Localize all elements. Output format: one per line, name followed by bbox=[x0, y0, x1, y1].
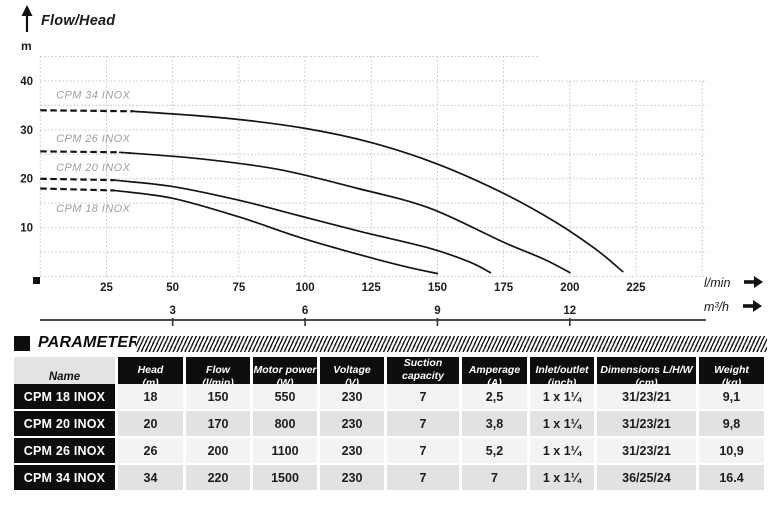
secondary-tick-label: 9 bbox=[434, 305, 440, 317]
hatch-stripe-band bbox=[136, 336, 767, 352]
data-cell: 7 bbox=[387, 465, 459, 490]
data-cell: 31/23/21 bbox=[597, 384, 696, 409]
data-cell: 550 bbox=[253, 384, 317, 409]
data-cell: 1 x 1¼ bbox=[530, 411, 594, 436]
x-tick-label: 225 bbox=[626, 282, 646, 294]
curve-label: CPM 26 INOX bbox=[56, 133, 130, 145]
data-cell: 34 bbox=[118, 465, 183, 490]
x-axis-unit-secondary: m³/h bbox=[704, 300, 762, 315]
data-cell: 7 bbox=[387, 438, 459, 463]
x-axis-unit-primary: l/min bbox=[704, 276, 764, 291]
data-cell: 31/23/21 bbox=[597, 411, 696, 436]
data-cell: 230 bbox=[320, 384, 384, 409]
data-cell: 150 bbox=[186, 384, 250, 409]
up-arrow-icon bbox=[21, 5, 33, 32]
row-name-cell: CPM 18 INOX bbox=[14, 384, 115, 409]
row-name-cell: CPM 26 INOX bbox=[14, 438, 115, 463]
x-tick-label: 175 bbox=[494, 282, 514, 294]
row-name-cell: CPM 20 INOX bbox=[14, 411, 115, 436]
flow-head-plot: 10 20 30 40 25 50 75 100 125 150 175 200 225 3 6 9 12 CPM… bbox=[20, 55, 707, 326]
data-cell: 230 bbox=[320, 438, 384, 463]
data-cell: 7 bbox=[387, 384, 459, 409]
pump-curve-dashed-cpm-34-inox bbox=[40, 109, 133, 113]
data-cell: 9,8 bbox=[699, 411, 764, 436]
y-tick-label: 20 bbox=[20, 174, 33, 186]
x-axis-unit-primary-label: l/min bbox=[704, 276, 731, 290]
data-cell: 1500 bbox=[253, 465, 317, 490]
y-axis-unit: m bbox=[21, 39, 32, 53]
pump-curve-dashed-cpm-18-inox bbox=[40, 187, 115, 192]
black-square-bullet-icon bbox=[14, 336, 30, 351]
data-cell: 18 bbox=[118, 384, 183, 409]
origin-square-icon bbox=[33, 277, 40, 284]
curve-label: CPM 18 INOX bbox=[56, 203, 130, 215]
x-tick-label: 200 bbox=[560, 282, 579, 294]
x-tick-label: 125 bbox=[362, 282, 382, 294]
data-cell: 7 bbox=[387, 411, 459, 436]
data-cell: 5,2 bbox=[462, 438, 527, 463]
chart-title: Flow/Head bbox=[41, 13, 116, 29]
x-tick-label: 100 bbox=[295, 282, 314, 294]
y-tick-label: 10 bbox=[20, 223, 33, 235]
pump-curve-cpm-34-inox bbox=[132, 110, 624, 273]
x-tick-label: 150 bbox=[428, 282, 447, 294]
data-cell: 26 bbox=[118, 438, 183, 463]
data-cell: 170 bbox=[186, 411, 250, 436]
data-cell: 3,8 bbox=[462, 411, 527, 436]
data-cell: 16.4 bbox=[699, 465, 764, 490]
data-cell: 20 bbox=[118, 411, 183, 436]
pump-curve-cpm-20-inox bbox=[113, 179, 492, 274]
pump-curve-cpm-26-inox bbox=[118, 151, 571, 274]
data-cell: 200 bbox=[186, 438, 250, 463]
parameters-title: PARAMETERS bbox=[38, 334, 151, 351]
data-cell: 31/23/21 bbox=[597, 438, 696, 463]
x-axis-unit-secondary-label: m³/h bbox=[704, 300, 729, 314]
pump-curve-cpm-18-inox bbox=[113, 189, 439, 275]
y-tick-label: 40 bbox=[20, 76, 33, 88]
parameters-table: Name Head (m) Flow (l/min) Motor power (W) Volt… bbox=[14, 357, 767, 490]
secondary-tick-label: 12 bbox=[563, 305, 576, 317]
pump-curve-chart: 10 20 30 40 25 50 75 100 125 150 175 200 225 3 6 9 12 CPM… bbox=[20, 5, 764, 326]
row-name-cell: CPM 34 INOX bbox=[14, 465, 115, 490]
right-arrow-icon bbox=[743, 300, 762, 315]
data-cell: 7 bbox=[462, 465, 527, 490]
x-tick-label: 25 bbox=[100, 282, 113, 294]
curve-label: CPM 20 INOX bbox=[56, 162, 130, 174]
secondary-tick-label: 3 bbox=[169, 305, 175, 317]
x-tick-label: 75 bbox=[232, 282, 245, 294]
right-arrow-icon bbox=[744, 276, 764, 291]
data-cell: 1 x 1¼ bbox=[530, 384, 594, 409]
data-cell: 9,1 bbox=[699, 384, 764, 409]
data-cell: 800 bbox=[253, 411, 317, 436]
data-cell: 230 bbox=[320, 411, 384, 436]
data-cell: 1100 bbox=[253, 438, 317, 463]
data-cell: 220 bbox=[186, 465, 250, 490]
x-tick-label: 50 bbox=[166, 282, 179, 294]
data-cell: 10,9 bbox=[699, 438, 764, 463]
parameters-header-bar: PARAMETERS bbox=[14, 334, 767, 353]
data-cell: 2,5 bbox=[462, 384, 527, 409]
data-cell: 230 bbox=[320, 465, 384, 490]
pump-curve-dashed-cpm-26-inox bbox=[40, 150, 120, 154]
data-cell: 1 x 1¼ bbox=[530, 465, 594, 490]
data-cell: 36/25/24 bbox=[597, 465, 696, 490]
data-cell: 1 x 1¼ bbox=[530, 438, 594, 463]
curve-label: CPM 34 INOX bbox=[56, 90, 130, 102]
y-tick-label: 30 bbox=[20, 125, 33, 137]
secondary-tick-label: 6 bbox=[302, 305, 308, 317]
pump-curve-dashed-cpm-20-inox bbox=[40, 177, 115, 182]
